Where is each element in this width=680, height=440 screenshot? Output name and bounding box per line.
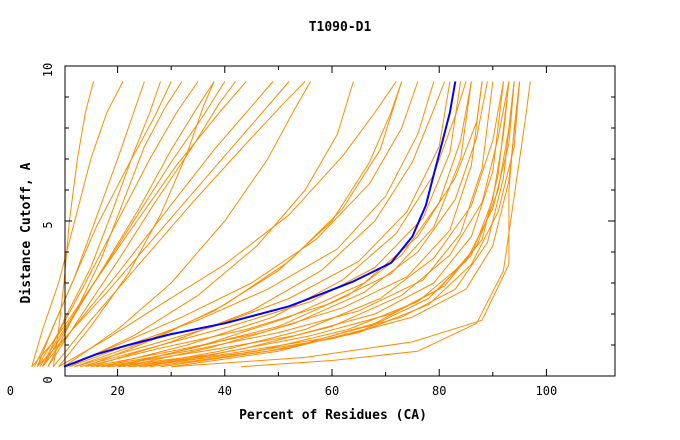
x-tick-label: 0 [7,384,14,398]
series-line-44 [171,81,521,368]
series-line-31 [138,81,515,368]
series-line-28 [122,81,488,368]
series-line-16 [63,81,419,368]
series-line-36 [63,81,312,368]
series-line-2 [31,81,124,367]
ticks-layer: 0 20 40 60 80 100 0 5 10 [7,63,615,398]
y-tick-label: 10 [41,63,55,77]
plot-frame [64,65,616,377]
x-tick-label: 20 [110,384,124,398]
series-line-10 [47,81,236,367]
series-line-8 [42,81,215,367]
series-line-37 [90,81,446,368]
series-line-20 [85,81,472,368]
x-tick-label: 100 [536,384,558,398]
y-tick-label: 5 [41,221,55,228]
series-line-9 [39,81,226,367]
series-line-7 [36,81,199,367]
x-tick-label: 60 [325,384,339,398]
series-line-30 [144,81,510,368]
series-line-17 [69,81,435,368]
series-line-12 [42,81,274,368]
chart-title: T1090-D1 [309,20,372,35]
series-line-29 [133,81,504,368]
series-line-23 [101,81,504,368]
series-line-38 [101,81,467,368]
x-axis-label: Percent of Residues (CA) [239,408,427,423]
x-tick-label: 40 [218,384,232,398]
series-line-43 [240,81,531,368]
series-line-25 [117,81,515,368]
series-line-5 [34,81,172,367]
series-line-22 [96,81,494,368]
x-tick-label: 80 [432,384,446,398]
series-line-13 [36,81,290,368]
series-line-4 [42,81,161,367]
series-layer [31,81,531,368]
series-line-42 [58,81,215,368]
series-line-35 [69,81,354,368]
series-line-14 [52,81,306,368]
series-line-19 [79,81,462,368]
series-line-41 [117,81,483,368]
series-line-18 [74,81,451,368]
series-line-27 [112,81,472,368]
series-line-21 [90,81,483,368]
series-line-highlight [63,81,457,368]
series-line-15 [58,81,397,368]
series-line-11 [31,81,247,368]
series-line-40 [160,81,515,368]
y-axis-label: Distance Cutoff, A [19,162,34,303]
y-tick-label: 0 [41,376,55,383]
